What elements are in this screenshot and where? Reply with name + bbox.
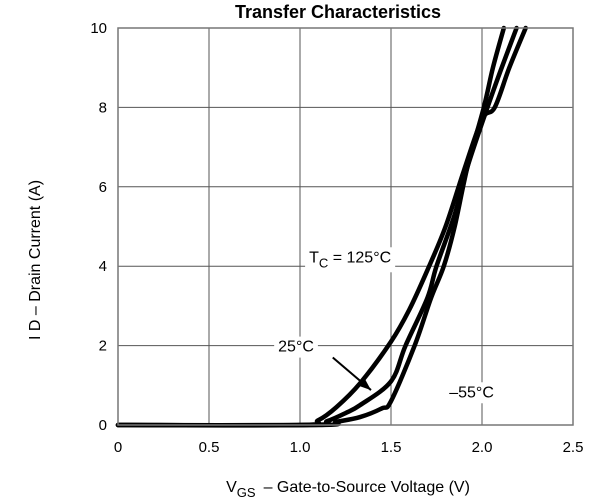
annotation-arrow-icon — [332, 356, 372, 391]
y-tick-label: 10 — [90, 20, 107, 37]
annotation-text: 25°C — [278, 339, 314, 356]
curve--55-c — [115, 25, 507, 428]
gridlines — [118, 28, 573, 425]
curve-tc-125-c — [115, 25, 528, 428]
y-axis-ticks: 0 2 4 6 8 10 — [90, 20, 107, 434]
x-axis-label: VGS – Gate-to-Source Voltage (V) — [226, 479, 470, 500]
y-tick-label: 8 — [99, 99, 107, 116]
annotation-text: –55°C — [449, 384, 494, 401]
chart-title: Transfer Characteristics — [235, 2, 441, 22]
y-tick-label: 2 — [99, 338, 107, 355]
y-tick-label: 6 — [99, 179, 107, 196]
y-tick-label: 0 — [99, 417, 107, 434]
curve-annotation: 25°C — [274, 336, 318, 358]
curve-annotations: TC = 125°C 25°C –55°C — [274, 247, 498, 404]
x-axis-label-rest: – Gate-to-Source Voltage (V) — [264, 479, 470, 496]
x-tick-label: 1.0 — [290, 439, 311, 456]
plot-frame — [117, 27, 574, 426]
x-axis-label-sub: GS — [237, 485, 256, 500]
x-tick-label: 2.0 — [472, 439, 493, 456]
annotation-background — [445, 382, 498, 404]
x-axis-ticks: 0 0.5 1.0 1.5 2.0 2.5 — [114, 439, 584, 456]
x-tick-label: 0.5 — [199, 439, 220, 456]
x-tick-label: 1.5 — [381, 439, 402, 456]
data-curves — [115, 25, 528, 428]
annotation-background — [274, 336, 318, 358]
annotation-text: TC = 125°C — [309, 249, 391, 270]
y-tick-label: 4 — [99, 258, 107, 275]
x-tick-label: 0 — [114, 439, 122, 456]
x-tick-label: 2.5 — [563, 439, 584, 456]
annotation-background — [305, 247, 396, 273]
curve-annotation: TC = 125°C — [305, 247, 396, 273]
curve-annotation: –55°C — [445, 382, 498, 404]
x-axis-label-main: V — [226, 479, 237, 496]
y-axis-label: I D – Drain Current (A) — [27, 180, 44, 340]
